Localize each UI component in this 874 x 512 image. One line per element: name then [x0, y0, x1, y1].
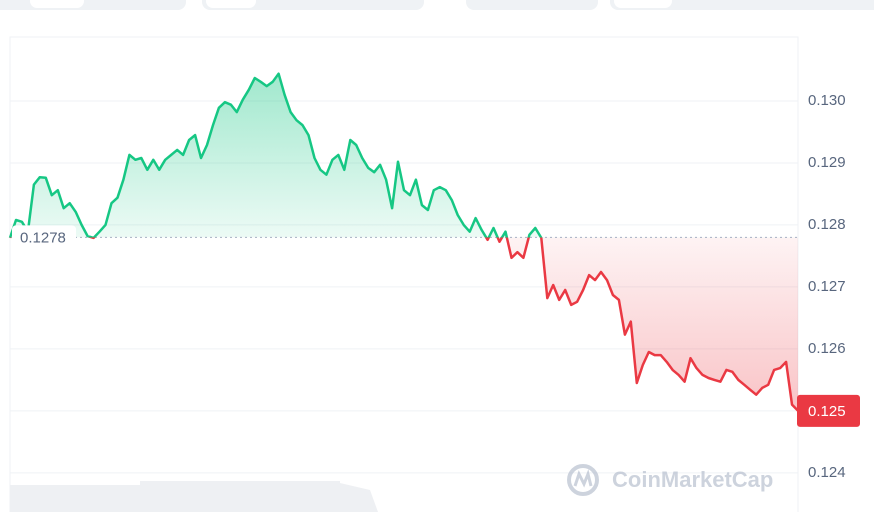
- price-line: [8, 72, 799, 412]
- y-tick-label: 0.124: [808, 464, 846, 481]
- baseline-label: 0.1278: [20, 229, 66, 246]
- current-price-badge: [797, 394, 860, 427]
- y-tick-label: 0.129: [808, 154, 846, 171]
- current-price-label: 0.125: [808, 403, 846, 420]
- price-area: [10, 73, 798, 411]
- baseline-badge: [12, 225, 76, 250]
- y-tick-label: 0.130: [808, 92, 846, 109]
- volume-shade: [10, 481, 378, 512]
- watermark: CoinMarketCap: [567, 464, 773, 496]
- plot: 0.1278 0.125: [8, 72, 860, 427]
- y-tick-label: 0.127: [808, 278, 846, 295]
- y-tick-label: 0.128: [808, 216, 846, 233]
- top-tabs: [0, 0, 874, 10]
- watermark-text: CoinMarketCap: [612, 467, 773, 492]
- y-tick-label: 0.126: [808, 340, 846, 357]
